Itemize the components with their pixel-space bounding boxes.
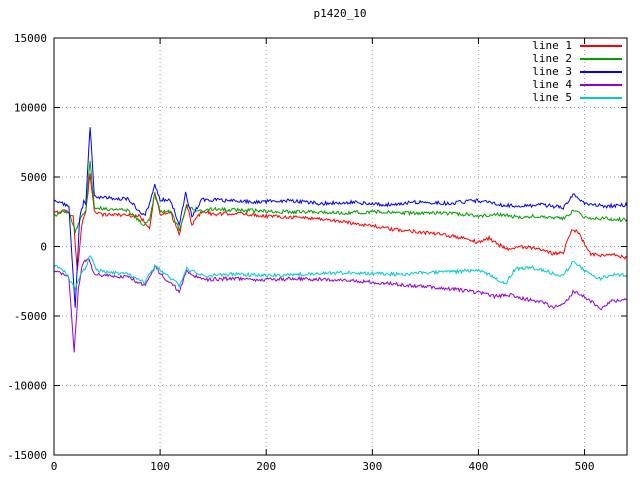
legend-line-sample — [580, 96, 622, 99]
legend-label: line 5 — [532, 91, 572, 104]
legend-item: line 1 — [532, 40, 622, 51]
x-tick-label: 500 — [575, 460, 595, 473]
y-tick-label: -5000 — [14, 310, 47, 323]
legend-item: line 2 — [532, 53, 622, 64]
legend-line-sample — [580, 44, 622, 47]
series-line-3 — [54, 127, 627, 308]
x-tick-label: 300 — [362, 460, 382, 473]
legend-item: line 5 — [532, 92, 622, 103]
series-line-4 — [54, 258, 627, 353]
series-line-1 — [54, 173, 627, 271]
legend-item: line 4 — [532, 79, 622, 90]
chart-title: p1420_10 — [314, 7, 367, 20]
legend-label: line 3 — [532, 65, 572, 78]
series-lines — [54, 127, 627, 353]
legend-line-sample — [580, 57, 622, 60]
series-line-5 — [54, 255, 627, 291]
legend-label: line 2 — [532, 52, 572, 65]
series-line-2 — [54, 160, 627, 234]
x-tick-label: 400 — [469, 460, 489, 473]
y-tick-label: -15000 — [7, 449, 47, 462]
legend-item: line 3 — [532, 66, 622, 77]
legend-label: line 1 — [532, 39, 572, 52]
x-tick-label: 200 — [256, 460, 276, 473]
x-tick-label: 100 — [150, 460, 170, 473]
y-tick-label: 10000 — [14, 102, 47, 115]
legend-line-sample — [580, 70, 622, 73]
legend: line 1 line 2 line 3 line 4 line 5 — [532, 40, 622, 103]
y-tick-label: 0 — [40, 241, 47, 254]
legend-label: line 4 — [532, 78, 572, 91]
x-tick-label: 0 — [51, 460, 58, 473]
y-tick-label: 5000 — [21, 171, 48, 184]
legend-line-sample — [580, 83, 622, 86]
y-tick-label: -10000 — [7, 380, 47, 393]
axes: -15000 -10000 -5000 0 5000 10000 15000 0 100 200 3… — [7, 32, 628, 473]
y-tick-label: 15000 — [14, 32, 47, 45]
